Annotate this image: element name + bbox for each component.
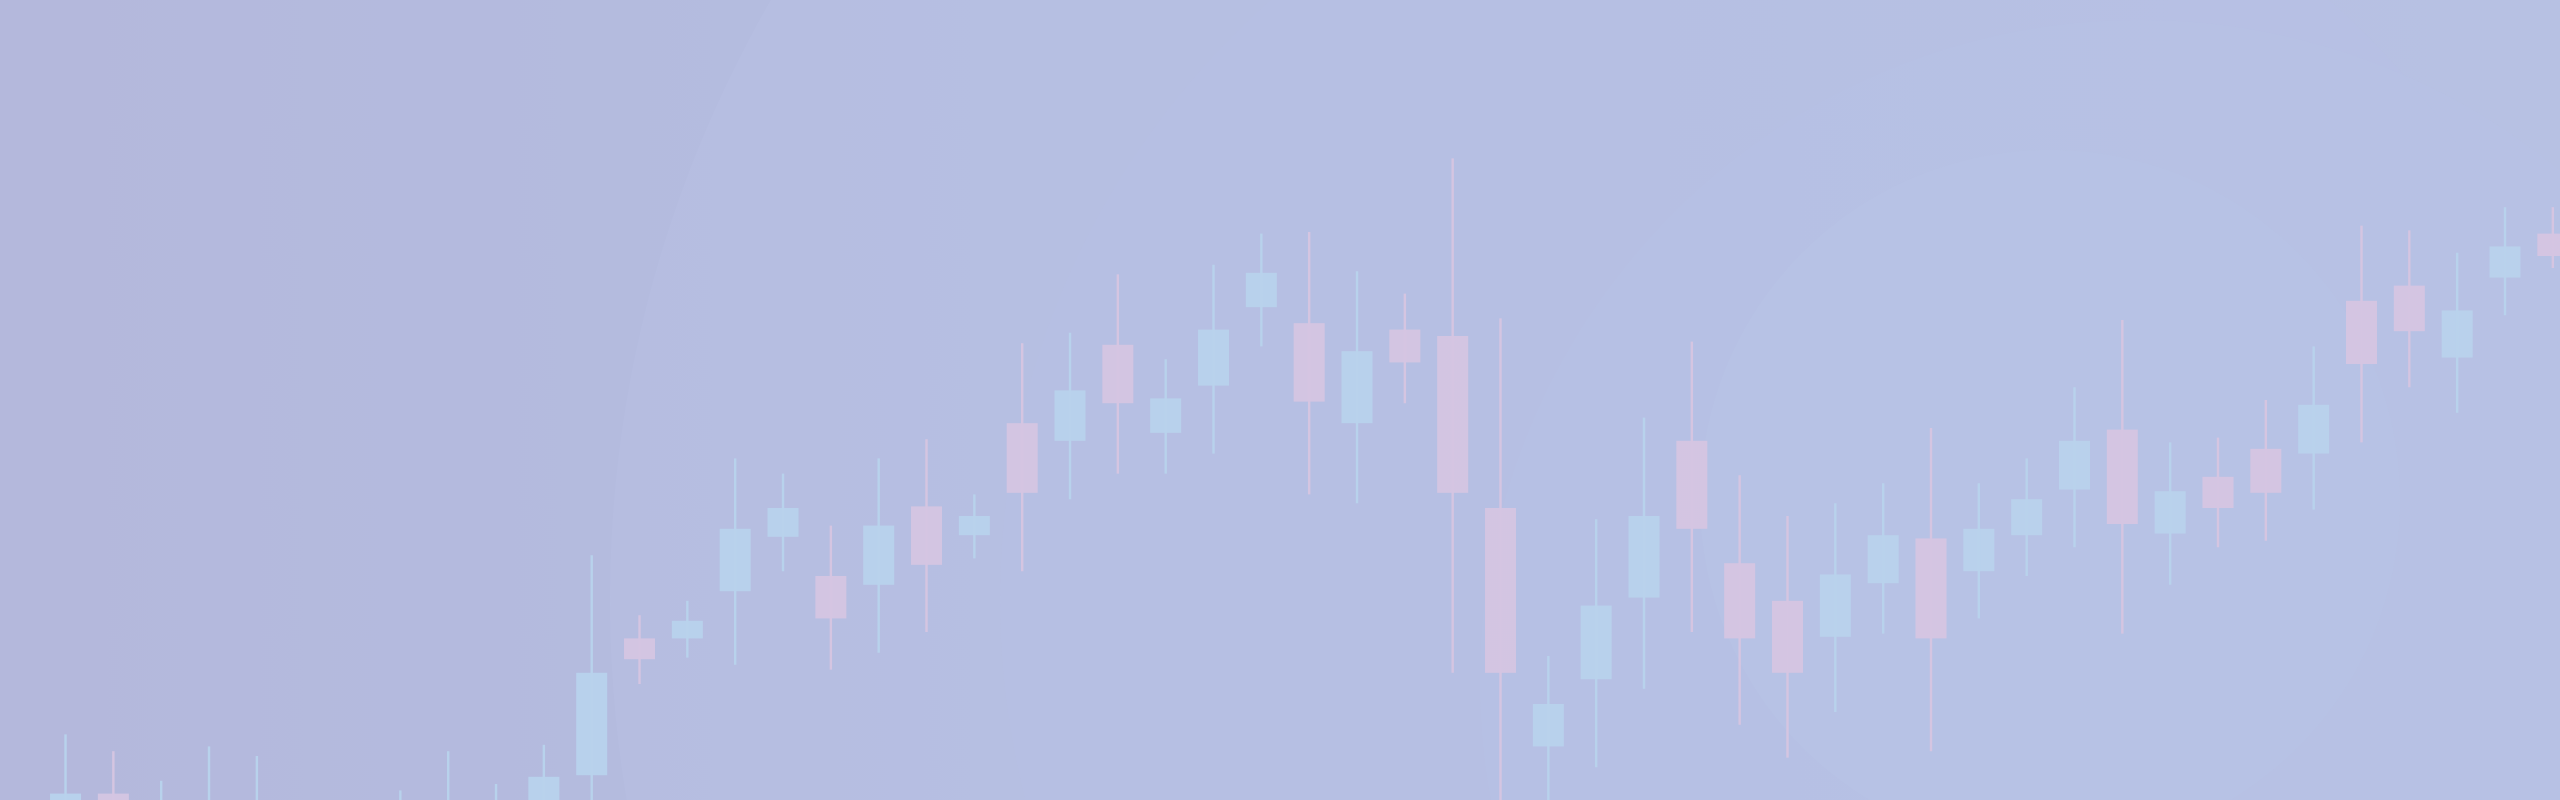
candle-body <box>2058 440 2090 490</box>
candle-body <box>576 672 608 776</box>
candle-body <box>1389 329 1421 363</box>
candle-body <box>958 516 990 536</box>
candle-body <box>97 793 129 800</box>
candle-body <box>1006 423 1038 493</box>
candle-body <box>863 525 895 585</box>
candle-body <box>1437 336 1469 493</box>
candle-body <box>815 576 847 619</box>
candle-body <box>1341 351 1373 424</box>
candle-body <box>528 776 560 800</box>
candle-body <box>2489 246 2521 278</box>
candle-body <box>2202 476 2234 508</box>
candle-body <box>1676 440 1708 529</box>
candle-body <box>1245 272 1277 308</box>
candle-body <box>719 528 751 592</box>
candle-body <box>1532 704 1564 747</box>
candle-body <box>1198 329 1230 386</box>
candle-body <box>767 508 799 537</box>
candle-body <box>1102 344 1134 404</box>
candle-body <box>1819 574 1851 637</box>
candle-body <box>2011 499 2043 536</box>
candle-body <box>1054 390 1086 441</box>
candle-body <box>2345 300 2377 364</box>
candle-body <box>50 793 82 800</box>
candle-body <box>2154 491 2186 534</box>
candle-body <box>1772 600 1804 673</box>
candle-body <box>911 506 943 565</box>
candle-body <box>2298 404 2330 454</box>
candle-body <box>2537 233 2560 256</box>
candle-body <box>2441 310 2473 358</box>
candle-body <box>1485 508 1517 673</box>
candle-body <box>624 638 656 660</box>
candle-body <box>1867 535 1899 584</box>
candle-body <box>1915 538 1947 639</box>
candle-body <box>2393 285 2425 332</box>
candle-body <box>2106 429 2138 524</box>
decor-ring <box>1700 150 2400 800</box>
candle-body <box>1724 563 1756 639</box>
candle-body <box>1963 528 1995 572</box>
candle-body <box>1628 516 1660 598</box>
candle-body <box>2250 448 2282 493</box>
candle-body <box>671 620 703 639</box>
candle-body <box>1293 323 1325 402</box>
candle-body <box>1580 605 1612 680</box>
candle-body <box>1150 398 1182 433</box>
